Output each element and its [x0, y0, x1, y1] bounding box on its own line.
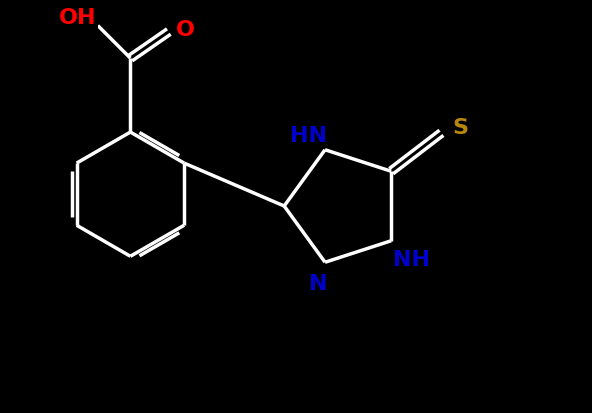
- Text: N: N: [308, 273, 327, 293]
- Text: OH: OH: [59, 8, 96, 28]
- Text: O: O: [176, 19, 195, 40]
- Text: HN: HN: [290, 126, 327, 146]
- Text: NH: NH: [393, 249, 430, 269]
- Text: S: S: [452, 118, 468, 138]
